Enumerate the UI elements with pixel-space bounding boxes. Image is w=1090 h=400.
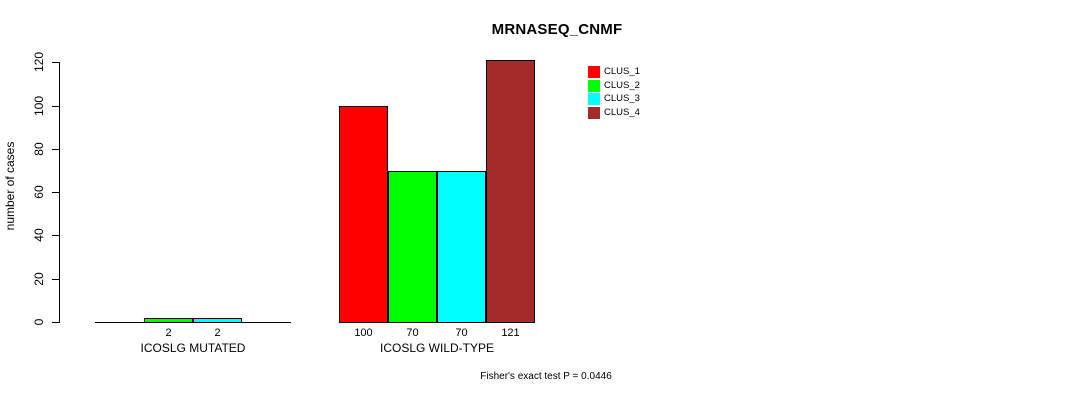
y-tick-label-20: 20 <box>32 272 46 286</box>
legend: CLUS_1 CLUS_2 CLUS_3 CLUS_4 <box>588 66 640 120</box>
y-tick-20 <box>52 279 59 280</box>
bar-clus_1-mutated <box>95 322 144 323</box>
bar-value-label-clus_2-mutated: 2 <box>165 327 172 339</box>
bar-clus_4-wildtype <box>486 60 535 323</box>
bar-clus_3-wildtype <box>437 171 486 323</box>
bar-value-label-clus_1-wildtype: 100 <box>354 327 373 339</box>
legend-item-clus-3: CLUS_3 <box>588 93 640 105</box>
y-tick-40 <box>52 235 59 236</box>
y-tick-label-60: 60 <box>32 185 46 199</box>
bar-clus_1-wildtype <box>339 106 388 323</box>
y-axis-label: number of cases <box>3 141 17 231</box>
legend-item-clus-4: CLUS_4 <box>588 106 640 119</box>
legend-item-clus-2: CLUS_2 <box>588 79 640 92</box>
y-axis-line <box>59 62 60 323</box>
chart-title: MRNASEQ_CNMF <box>491 21 623 38</box>
legend-label-clus-1: CLUS_1 <box>604 66 640 77</box>
bar-value-label-clus_4-wildtype: 121 <box>501 327 520 339</box>
legend-label-clus-2: CLUS_2 <box>604 79 640 91</box>
y-tick-60 <box>52 192 59 193</box>
bar-clus_4-mutated <box>242 322 291 323</box>
x-group-label-wildtype: ICOSLG WILD-TYPE <box>379 341 495 355</box>
y-tick-120 <box>52 62 59 63</box>
y-tick-0 <box>52 322 59 323</box>
bar-value-label-clus_3-mutated: 2 <box>214 327 221 339</box>
bar-clus_2-wildtype <box>388 171 437 323</box>
bar-clus_3-mutated <box>193 318 242 323</box>
legend-label-clus-3: CLUS_3 <box>604 93 640 104</box>
y-tick-label-0: 0 <box>32 318 46 326</box>
y-tick-label-120: 120 <box>32 51 46 73</box>
y-tick-100 <box>52 106 59 107</box>
fisher-test-annotation: Fisher's exact test P = 0.0446 <box>480 371 612 382</box>
legend-swatch-clus-4 <box>588 106 600 119</box>
legend-swatch-clus-2 <box>588 79 600 92</box>
x-group-label-mutated: ICOSLG MUTATED <box>140 341 246 355</box>
y-tick-80 <box>52 149 59 150</box>
y-tick-label-100: 100 <box>32 95 46 117</box>
bar-clus_2-mutated <box>144 318 193 323</box>
y-tick-label-40: 40 <box>32 228 46 242</box>
legend-swatch-clus-1 <box>588 66 600 78</box>
legend-label-clus-4: CLUS_4 <box>604 106 640 118</box>
legend-swatch-clus-3 <box>588 93 600 105</box>
legend-item-clus-1: CLUS_1 <box>588 66 640 78</box>
bar-value-label-clus_2-wildtype: 70 <box>406 327 419 339</box>
bar-value-label-clus_3-wildtype: 70 <box>455 327 468 339</box>
y-tick-label-80: 80 <box>32 142 46 156</box>
